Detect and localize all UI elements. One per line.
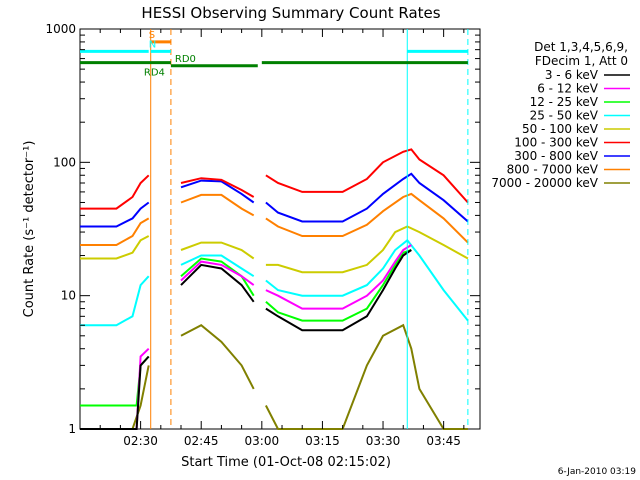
- x-tick-label: 02:30: [123, 434, 158, 448]
- series-line-800-7000-kev: [80, 192, 469, 246]
- series-layer: [80, 148, 469, 430]
- legend-label-3-6-kev: 3 - 6 keV: [545, 68, 599, 82]
- x-tick-label: 03:00: [245, 434, 280, 448]
- series-line-100-300-kev: [80, 148, 469, 210]
- legend-label-50-100-kev: 50 - 100 keV: [522, 122, 599, 136]
- series-line-25-50-kev: [80, 238, 469, 327]
- legend-label-12-25-kev: 12 - 25 keV: [530, 95, 599, 109]
- series-line-3-6-kev: [80, 249, 412, 430]
- instrument-state-bars: SN RD0 RD4: [80, 29, 469, 429]
- state-bar-label-s: S: [149, 30, 155, 41]
- legend-header-line-2: FDecim 1, Att 0: [535, 54, 628, 68]
- x-tick-label: 03:30: [366, 434, 401, 448]
- render-timestamp: 6-Jan-2010 03:19: [558, 467, 637, 477]
- series-line-6-12-kev: [80, 244, 412, 430]
- legend: Det 1,3,4,5,6,9, FDecim 1, Att 0 3 - 6 k…: [491, 40, 630, 190]
- legend-label-25-50-kev: 25 - 50 keV: [530, 109, 599, 123]
- chart-title: HESSI Observing Summary Count Rates: [141, 4, 440, 22]
- legend-label-6-12-kev: 6 - 12 keV: [537, 82, 599, 96]
- x-axis-label: Start Time (01-Oct-08 02:15:02): [181, 455, 391, 470]
- series-line-50-100-kev: [80, 225, 469, 274]
- legend-label-7000-20000-kev: 7000 - 20000 keV: [491, 176, 598, 190]
- legend-label-300-800-kev: 300 - 800 keV: [514, 149, 598, 163]
- y-tick-label: 1000: [45, 22, 76, 36]
- state-bar-label-n: N: [149, 39, 156, 50]
- y-tick-label: 10: [61, 289, 76, 303]
- axis-ticks: 02:30 02:45 03:00 03:15 03:30 03:45 1 10 100 1000: [45, 22, 480, 448]
- y-tick-label: 100: [53, 155, 76, 169]
- state-bar-label-rd4: RD4: [144, 68, 165, 79]
- state-bar-label-rd0: RD0: [175, 54, 196, 65]
- x-tick-label: 03:15: [305, 434, 340, 448]
- legend-label-800-7000-kev: 800 - 7000 keV: [507, 163, 599, 177]
- legend-header-line-1: Det 1,3,4,5,6,9,: [534, 40, 628, 54]
- y-tick-label: 1: [68, 422, 76, 436]
- x-tick-label: 03:45: [426, 434, 461, 448]
- series-line-300-800-kev: [80, 172, 469, 228]
- y-axis-label: Count Rate (s⁻¹ detector⁻¹): [22, 141, 37, 318]
- series-line-12-25-kev: [80, 249, 412, 407]
- x-tick-label: 02:45: [184, 434, 219, 448]
- legend-label-100-300-kev: 100 - 300 keV: [514, 136, 598, 150]
